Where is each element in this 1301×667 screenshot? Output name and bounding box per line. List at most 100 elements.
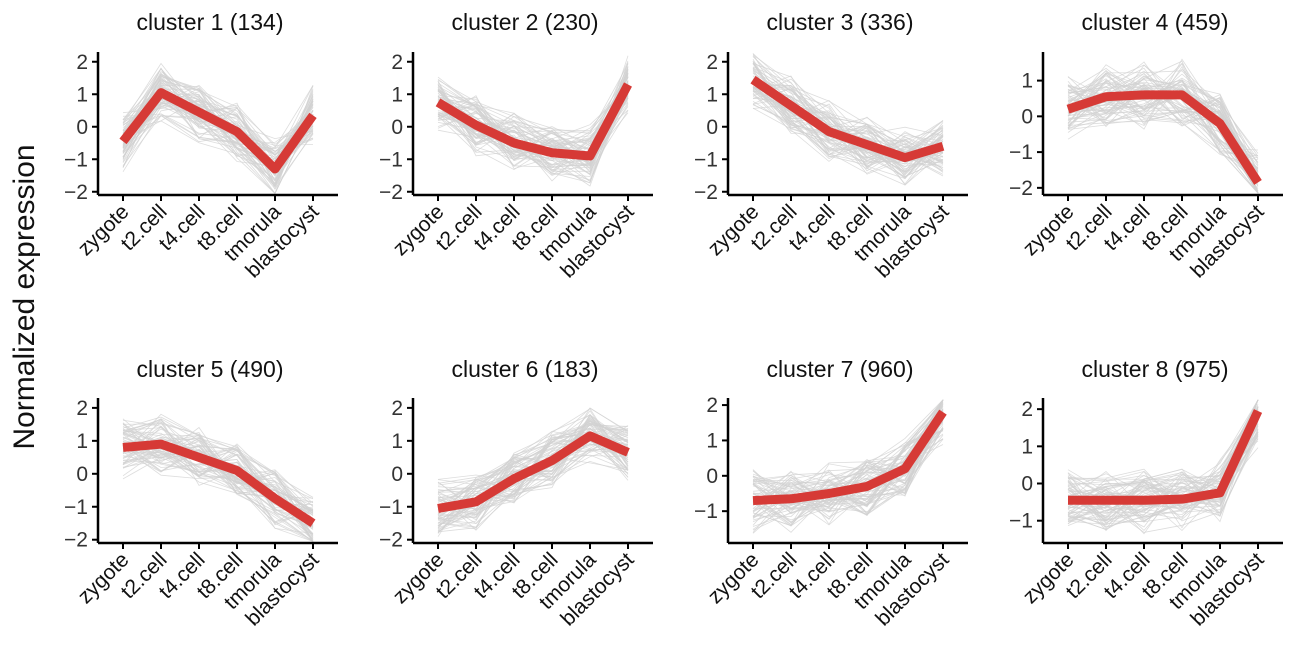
gene-profile-line: [437, 425, 629, 528]
gene-profile-line: [122, 426, 314, 506]
mean-profile-line: [1068, 409, 1263, 505]
y-tick-label: 0: [1021, 105, 1033, 128]
y-tick-label: 2: [706, 394, 718, 417]
gene-profile-line: [1067, 430, 1259, 517]
gene-profile-line: [752, 406, 944, 523]
gene-profile-line: [752, 81, 944, 161]
y-tick-label: −1: [1009, 510, 1033, 533]
panel-title: cluster 1 (134): [136, 9, 283, 35]
gene-profile-line: [122, 444, 314, 542]
y-tick-label: 1: [1021, 70, 1033, 93]
gene-profile-line: [437, 414, 629, 511]
y-tick-label: −1: [379, 496, 403, 519]
mean-profile-line: [750, 75, 945, 163]
gene-profile-line: [1067, 77, 1259, 178]
y-tick-label: 1: [76, 430, 88, 453]
gene-profile-line: [122, 446, 314, 528]
gene-profile-line: [1067, 73, 1259, 194]
y-tick-label: −1: [64, 496, 88, 519]
y-tick-label: 0: [391, 116, 403, 139]
gene-profiles: [122, 62, 314, 195]
gene-profile-line: [122, 73, 314, 187]
gene-profile-line: [752, 422, 944, 493]
gene-profile-line: [1067, 428, 1259, 507]
gene-profile-line: [752, 83, 944, 172]
panel-cluster-5: cluster 5 (490)−2−1012zygotet2.cellt4.ce…: [64, 356, 338, 631]
panel-title: cluster 8 (975): [1081, 356, 1228, 382]
y-tick-label: 1: [76, 83, 88, 106]
gene-profile-line: [122, 421, 314, 514]
gene-profile-line: [752, 401, 944, 525]
panels: cluster 1 (134)−2−1012zygotet2.cellt4.ce…: [64, 9, 1283, 631]
gene-profile-line: [752, 82, 944, 170]
y-tick-label: 2: [391, 51, 403, 74]
gene-profile-line: [752, 70, 944, 185]
panel-title: cluster 4 (459): [1081, 9, 1228, 35]
panel-cluster-7: cluster 7 (960)−1012zygotet2.cellt4.cell…: [694, 356, 968, 631]
mean-profile-line: [119, 88, 317, 174]
panel-cluster-1: cluster 1 (134)−2−1012zygotet2.cellt4.ce…: [64, 9, 338, 283]
gene-profile-line: [437, 82, 629, 168]
gene-profile-line: [752, 68, 944, 162]
gene-profile-line: [437, 414, 629, 528]
y-tick-label: −1: [379, 148, 403, 171]
gene-profile-line: [437, 413, 629, 518]
gene-profiles: [752, 53, 944, 186]
y-tick-label: 0: [391, 463, 403, 486]
gene-profile-line: [1067, 79, 1259, 177]
gene-profile-line: [752, 79, 944, 186]
panel-cluster-3: cluster 3 (336)−2−1012zygotet2.cellt4.ce…: [694, 9, 968, 283]
y-tick-label: 0: [706, 465, 718, 488]
panel-title: cluster 2 (230): [451, 9, 598, 35]
y-tick-label: −2: [64, 181, 88, 204]
y-tick-label: 2: [706, 51, 718, 74]
y-tick-label: 0: [1021, 473, 1033, 496]
y-tick-label: 2: [1021, 398, 1033, 421]
y-tick-label: 2: [391, 397, 403, 420]
gene-profile-line: [752, 75, 944, 155]
y-tick-label: −2: [379, 529, 403, 552]
gene-profile-line: [122, 96, 314, 187]
y-tick-label: 1: [706, 429, 718, 452]
gene-profile-line: [1067, 78, 1259, 194]
panel-cluster-2: cluster 2 (230)−2−1012zygotet2.cellt4.ce…: [379, 9, 653, 283]
y-tick-label: −2: [379, 181, 403, 204]
y-tick-label: 1: [706, 83, 718, 106]
gene-profiles: [752, 399, 944, 534]
y-tick-label: 0: [76, 463, 88, 486]
gene-profile-line: [752, 61, 944, 171]
y-tick-label: −1: [1009, 141, 1033, 164]
gene-profile-line: [122, 74, 314, 187]
y-tick-label: −1: [64, 148, 88, 171]
mean-profile-line: [752, 409, 947, 506]
y-tick-label: 2: [76, 397, 88, 420]
y-tick-label: −1: [694, 148, 718, 171]
y-tick-label: 1: [1021, 435, 1033, 458]
gene-profile-line: [752, 399, 944, 505]
gene-profiles: [122, 413, 314, 542]
gene-profile-line: [752, 400, 944, 530]
gene-profile-line: [1067, 64, 1259, 186]
y-tick-label: 2: [76, 51, 88, 74]
panel-title: cluster 7 (960): [766, 356, 913, 382]
gene-profile-line: [752, 61, 944, 179]
gene-profile-line: [752, 83, 944, 178]
y-tick-label: 0: [76, 116, 88, 139]
y-tick-label: 1: [391, 83, 403, 106]
y-tick-label: 1: [391, 430, 403, 453]
panel-cluster-4: cluster 4 (459)−2−101zygotet2.cellt4.cel…: [1009, 9, 1283, 283]
panel-title: cluster 5 (490): [136, 356, 283, 382]
gene-profile-line: [1067, 408, 1259, 533]
mean-profile-line: [122, 439, 316, 527]
gene-profile-line: [752, 78, 944, 178]
gene-profile-line: [437, 67, 629, 146]
panel-title: cluster 3 (336): [766, 9, 913, 35]
gene-profile-line: [437, 82, 629, 133]
mean-profile-line: [1066, 90, 1262, 185]
mean-profile-line: [437, 431, 630, 513]
gene-profile-line: [122, 447, 314, 507]
y-tick-label: −2: [64, 529, 88, 552]
gene-profile-line: [122, 113, 314, 188]
panel-title: cluster 6 (183): [451, 356, 598, 382]
y-tick-label: −1: [694, 500, 718, 523]
